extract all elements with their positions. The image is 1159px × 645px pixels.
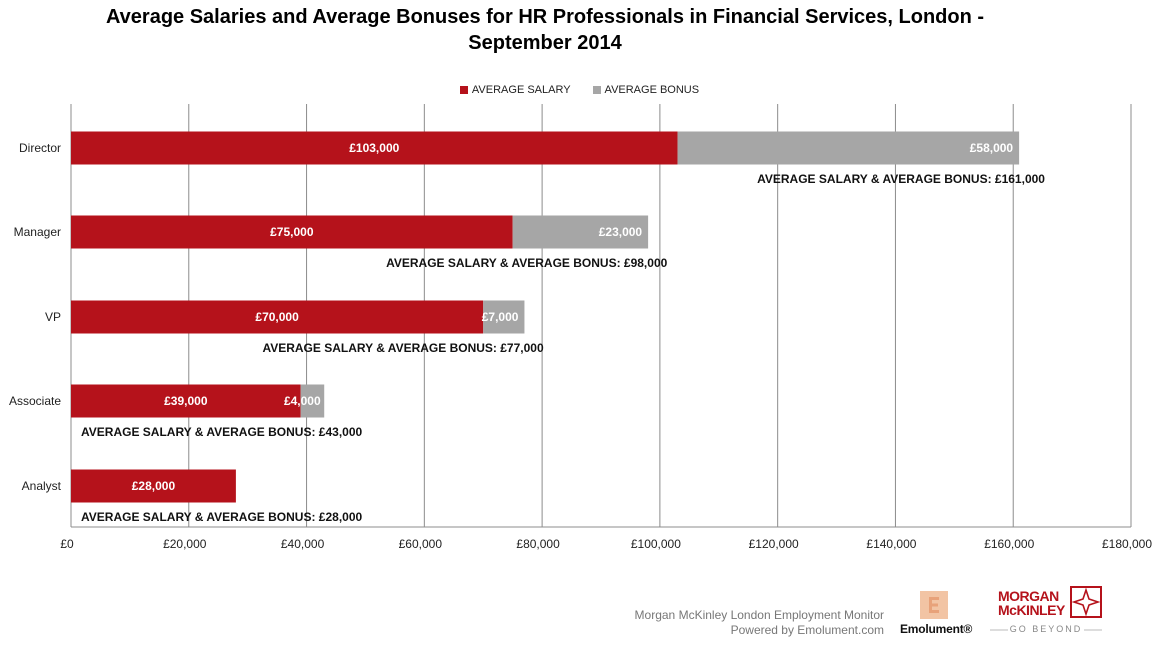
total-label-associate: AVERAGE SALARY & AVERAGE BONUS: £43,000 [81, 425, 363, 439]
chart-legend: AVERAGE SALARY AVERAGE BONUS [0, 84, 1159, 96]
bar-salary-associate [71, 384, 301, 418]
category-label-analyst: Analyst [22, 479, 62, 493]
legend-item-bonus: AVERAGE BONUS [592, 84, 700, 96]
morgan-mckinley-logo: MORGAN McKINLEY GO BEYOND [990, 585, 1110, 640]
emolument-logo: Emolument® [896, 590, 976, 640]
data-label-salary-vp: £70,000 [255, 310, 299, 324]
x-tick-label-5: £100,000 [631, 537, 681, 551]
compass-star-icon [1070, 586, 1102, 618]
legend-swatch-salary [459, 86, 468, 94]
chart-title-line-1: Average Salaries and Average Bonuses for… [105, 6, 985, 28]
x-tick-label-6: £120,000 [749, 537, 799, 551]
total-label-manager: AVERAGE SALARY & AVERAGE BONUS: £98,000 [386, 256, 668, 270]
emolument-e-icon [920, 591, 948, 619]
bar-salary-analyst [71, 469, 236, 503]
data-label-salary-associate: £39,000 [164, 394, 208, 408]
legend-label-salary: AVERAGE SALARY [471, 84, 571, 96]
x-tick-label-0: £0 [60, 537, 74, 551]
chart-title-line-2: September 2014 [468, 32, 622, 54]
data-label-bonus-vp: £7,000 [482, 310, 519, 324]
bar-bonus-manager [512, 215, 649, 249]
x-tick-label-2: £40,000 [281, 537, 325, 551]
data-label-salary-director: £103,000 [349, 141, 399, 155]
morgan-mckinley-wordmark: MORGAN McKINLEY [998, 589, 1065, 617]
mm-wordmark-line-2: McKINLEY [998, 602, 1065, 618]
data-label-salary-analyst: £28,000 [132, 479, 176, 493]
category-label-vp: VP [45, 310, 61, 324]
data-label-salary-manager: £75,000 [270, 225, 314, 239]
bar-bonus-director [677, 131, 1020, 165]
footer-credit: Morgan McKinley London Employment Monito… [635, 608, 884, 638]
total-label-director: AVERAGE SALARY & AVERAGE BONUS: £161,000 [757, 172, 1045, 186]
footer-line-1: Morgan McKinley London Employment Monito… [634, 608, 884, 622]
category-label-director: Director [19, 141, 61, 155]
x-tick-label-1: £20,000 [163, 537, 207, 551]
data-label-bonus-director: £58,000 [970, 141, 1014, 155]
morgan-mckinley-tagline: GO BEYOND [1009, 624, 1083, 634]
bar-salary-vp [71, 300, 484, 334]
category-label-associate: Associate [9, 394, 61, 408]
bar-chart: £0 £20,000 £40,000 £60,000 £80,000 £100,000 £1… [9, 104, 1152, 551]
legend-item-salary: AVERAGE SALARY [459, 84, 571, 96]
bar-bonus-vp [483, 300, 525, 334]
data-label-bonus-associate: £4,000 [284, 394, 321, 408]
x-tick-label-7: £140,000 [866, 537, 916, 551]
x-tick-label-9: £180,000 [1102, 537, 1152, 551]
tagline-rules [990, 629, 1102, 631]
data-label-bonus-analyst: £0 [243, 479, 257, 493]
data-label-bonus-manager: £23,000 [599, 225, 643, 239]
legend-label-bonus: AVERAGE BONUS [604, 84, 700, 96]
x-tick-label-3: £60,000 [399, 537, 443, 551]
emolument-wordmark: Emolument® [900, 622, 973, 636]
bar-salary-manager [71, 215, 513, 249]
legend-swatch-bonus [592, 86, 601, 94]
footer-line-2: Powered by Emolument.com [730, 623, 884, 637]
category-label-manager: Manager [14, 225, 61, 239]
x-tick-label-8: £160,000 [984, 537, 1034, 551]
chart-title: Average Salaries and Average Bonuses for… [40, 4, 1050, 56]
mm-wordmark-line-1: MORGAN [998, 588, 1059, 604]
total-label-vp: AVERAGE SALARY & AVERAGE BONUS: £77,000 [262, 341, 544, 355]
bar-bonus-associate [300, 384, 325, 418]
total-label-analyst: AVERAGE SALARY & AVERAGE BONUS: £28,000 [81, 510, 363, 524]
bar-salary-director [71, 131, 678, 165]
x-tick-label-4: £80,000 [516, 537, 560, 551]
